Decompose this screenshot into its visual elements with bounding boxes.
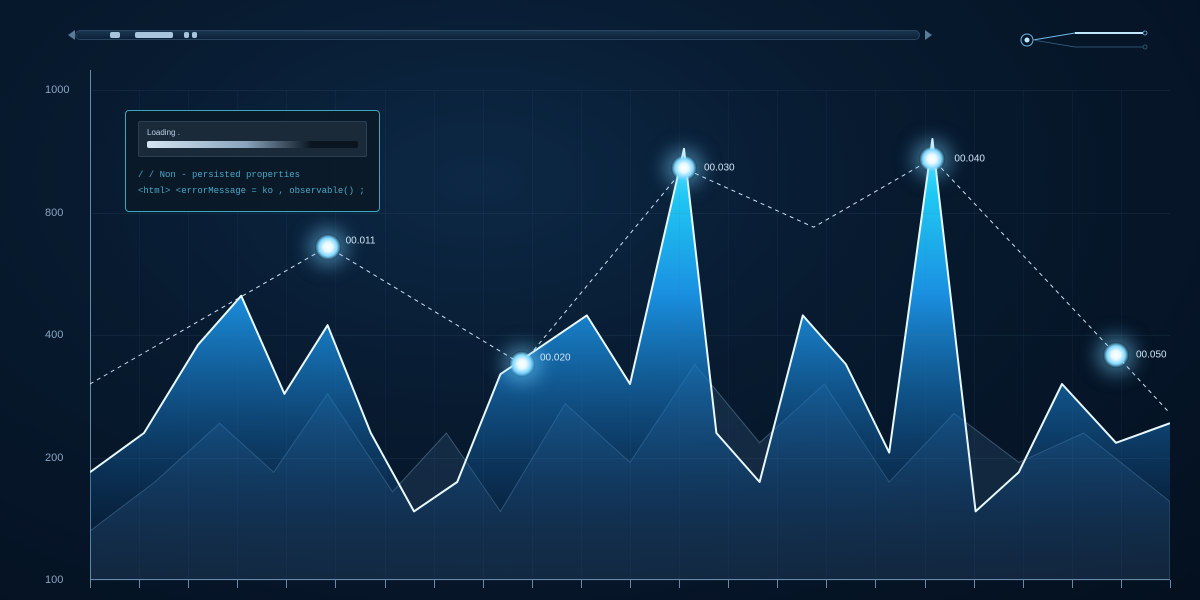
timeline-segment[interactable] [110,32,120,38]
hud-decoration [1015,25,1155,55]
x-tick [728,580,729,588]
y-tick-label: 200 [45,452,63,464]
grid-line [875,90,876,580]
data-point-label: 00.030 [704,163,735,174]
x-tick [1121,580,1122,588]
grid-line [1072,90,1073,580]
x-tick [188,580,189,588]
timeline-segment[interactable] [184,32,189,38]
x-tick [1072,580,1073,588]
x-tick [777,580,778,588]
y-tick-label: 400 [45,329,63,341]
x-tick [1170,580,1171,588]
loading-bar-fill [147,141,312,148]
data-point[interactable] [315,234,341,260]
x-tick [139,580,140,588]
x-tick [532,580,533,588]
x-tick [679,580,680,588]
grid-line [777,90,778,580]
timeline-track[interactable] [75,30,920,40]
grid-line [1121,90,1122,580]
loading-progress-box: Loading . [138,121,367,157]
data-point-label: 00.040 [954,153,985,164]
y-tick-label: 1000 [45,84,69,96]
timeline-segment[interactable] [192,32,197,38]
grid-line [532,90,533,580]
grid-line [483,90,484,580]
grid-line [385,90,386,580]
data-point-label: 00.020 [540,353,571,364]
code-line: / / Non - persisted properties [138,167,367,183]
x-tick [483,580,484,588]
x-tick [581,580,582,588]
x-tick [974,580,975,588]
y-tick-label: 100 [45,574,63,586]
timeline-arrow-right[interactable] [925,30,932,40]
x-tick [237,580,238,588]
x-tick [925,580,926,588]
data-point[interactable] [1103,342,1129,368]
grid-line [826,90,827,580]
x-tick [90,580,91,588]
x-tick [1023,580,1024,588]
x-tick [875,580,876,588]
grid-line [434,90,435,580]
data-point[interactable] [671,155,697,181]
loading-label: Loading . [147,128,358,137]
data-point-label: 00.050 [1136,349,1167,360]
loading-panel: Loading . / / Non - persisted properties… [125,110,380,212]
grid-line [581,90,582,580]
grid-line [630,90,631,580]
code-line: <html> <errorMessage = ko , observable()… [138,183,367,199]
timeline-arrow-left[interactable] [68,30,75,40]
loading-bar-track [147,141,358,148]
data-point-label: 00.011 [346,235,376,246]
x-tick [630,580,631,588]
timeline-segment[interactable] [135,32,173,38]
x-tick [826,580,827,588]
x-tick [385,580,386,588]
x-tick [434,580,435,588]
grid-line [1023,90,1024,580]
x-tick [335,580,336,588]
data-point[interactable] [509,351,535,377]
data-point[interactable] [919,146,945,172]
y-tick-label: 800 [45,207,63,219]
x-tick [286,580,287,588]
